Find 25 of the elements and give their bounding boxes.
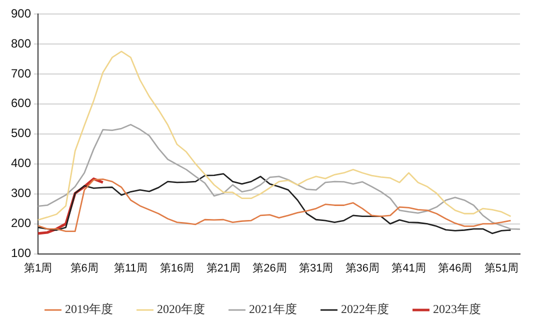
x-tick-label: 第46周 [438,262,472,274]
legend-label: 2021年度 [249,302,297,316]
legend-label: 2020年度 [157,302,205,316]
y-tick-label: 700 [10,66,32,80]
y-tick-label: 300 [10,186,32,200]
y-tick-label: 800 [10,36,32,50]
x-tick-label: 第16周 [160,262,194,274]
y-tick-label: 500 [10,126,32,140]
x-tick-label: 第21周 [206,262,241,274]
x-tick-label: 第11周 [114,262,148,274]
legend-label: 2022年度 [341,302,389,316]
legend-label: 2023年度 [433,302,481,316]
x-tick-label: 第36周 [345,262,380,274]
x-tick-label: 第31周 [298,262,334,274]
x-tick-label: 第6周 [70,262,98,274]
y-tick-label: 400 [10,156,32,170]
x-tick-label: 第26周 [252,262,287,274]
y-tick-label: 900 [10,6,32,20]
y-tick-label: 200 [10,216,32,230]
x-tick-label: 第1周 [24,262,52,274]
y-tick-label: 100 [10,246,32,260]
legend-label: 2019年度 [65,302,113,316]
x-tick-label: 第51周 [484,262,519,274]
x-tick-label: 第41周 [392,262,426,274]
y-tick-label: 600 [10,96,32,110]
